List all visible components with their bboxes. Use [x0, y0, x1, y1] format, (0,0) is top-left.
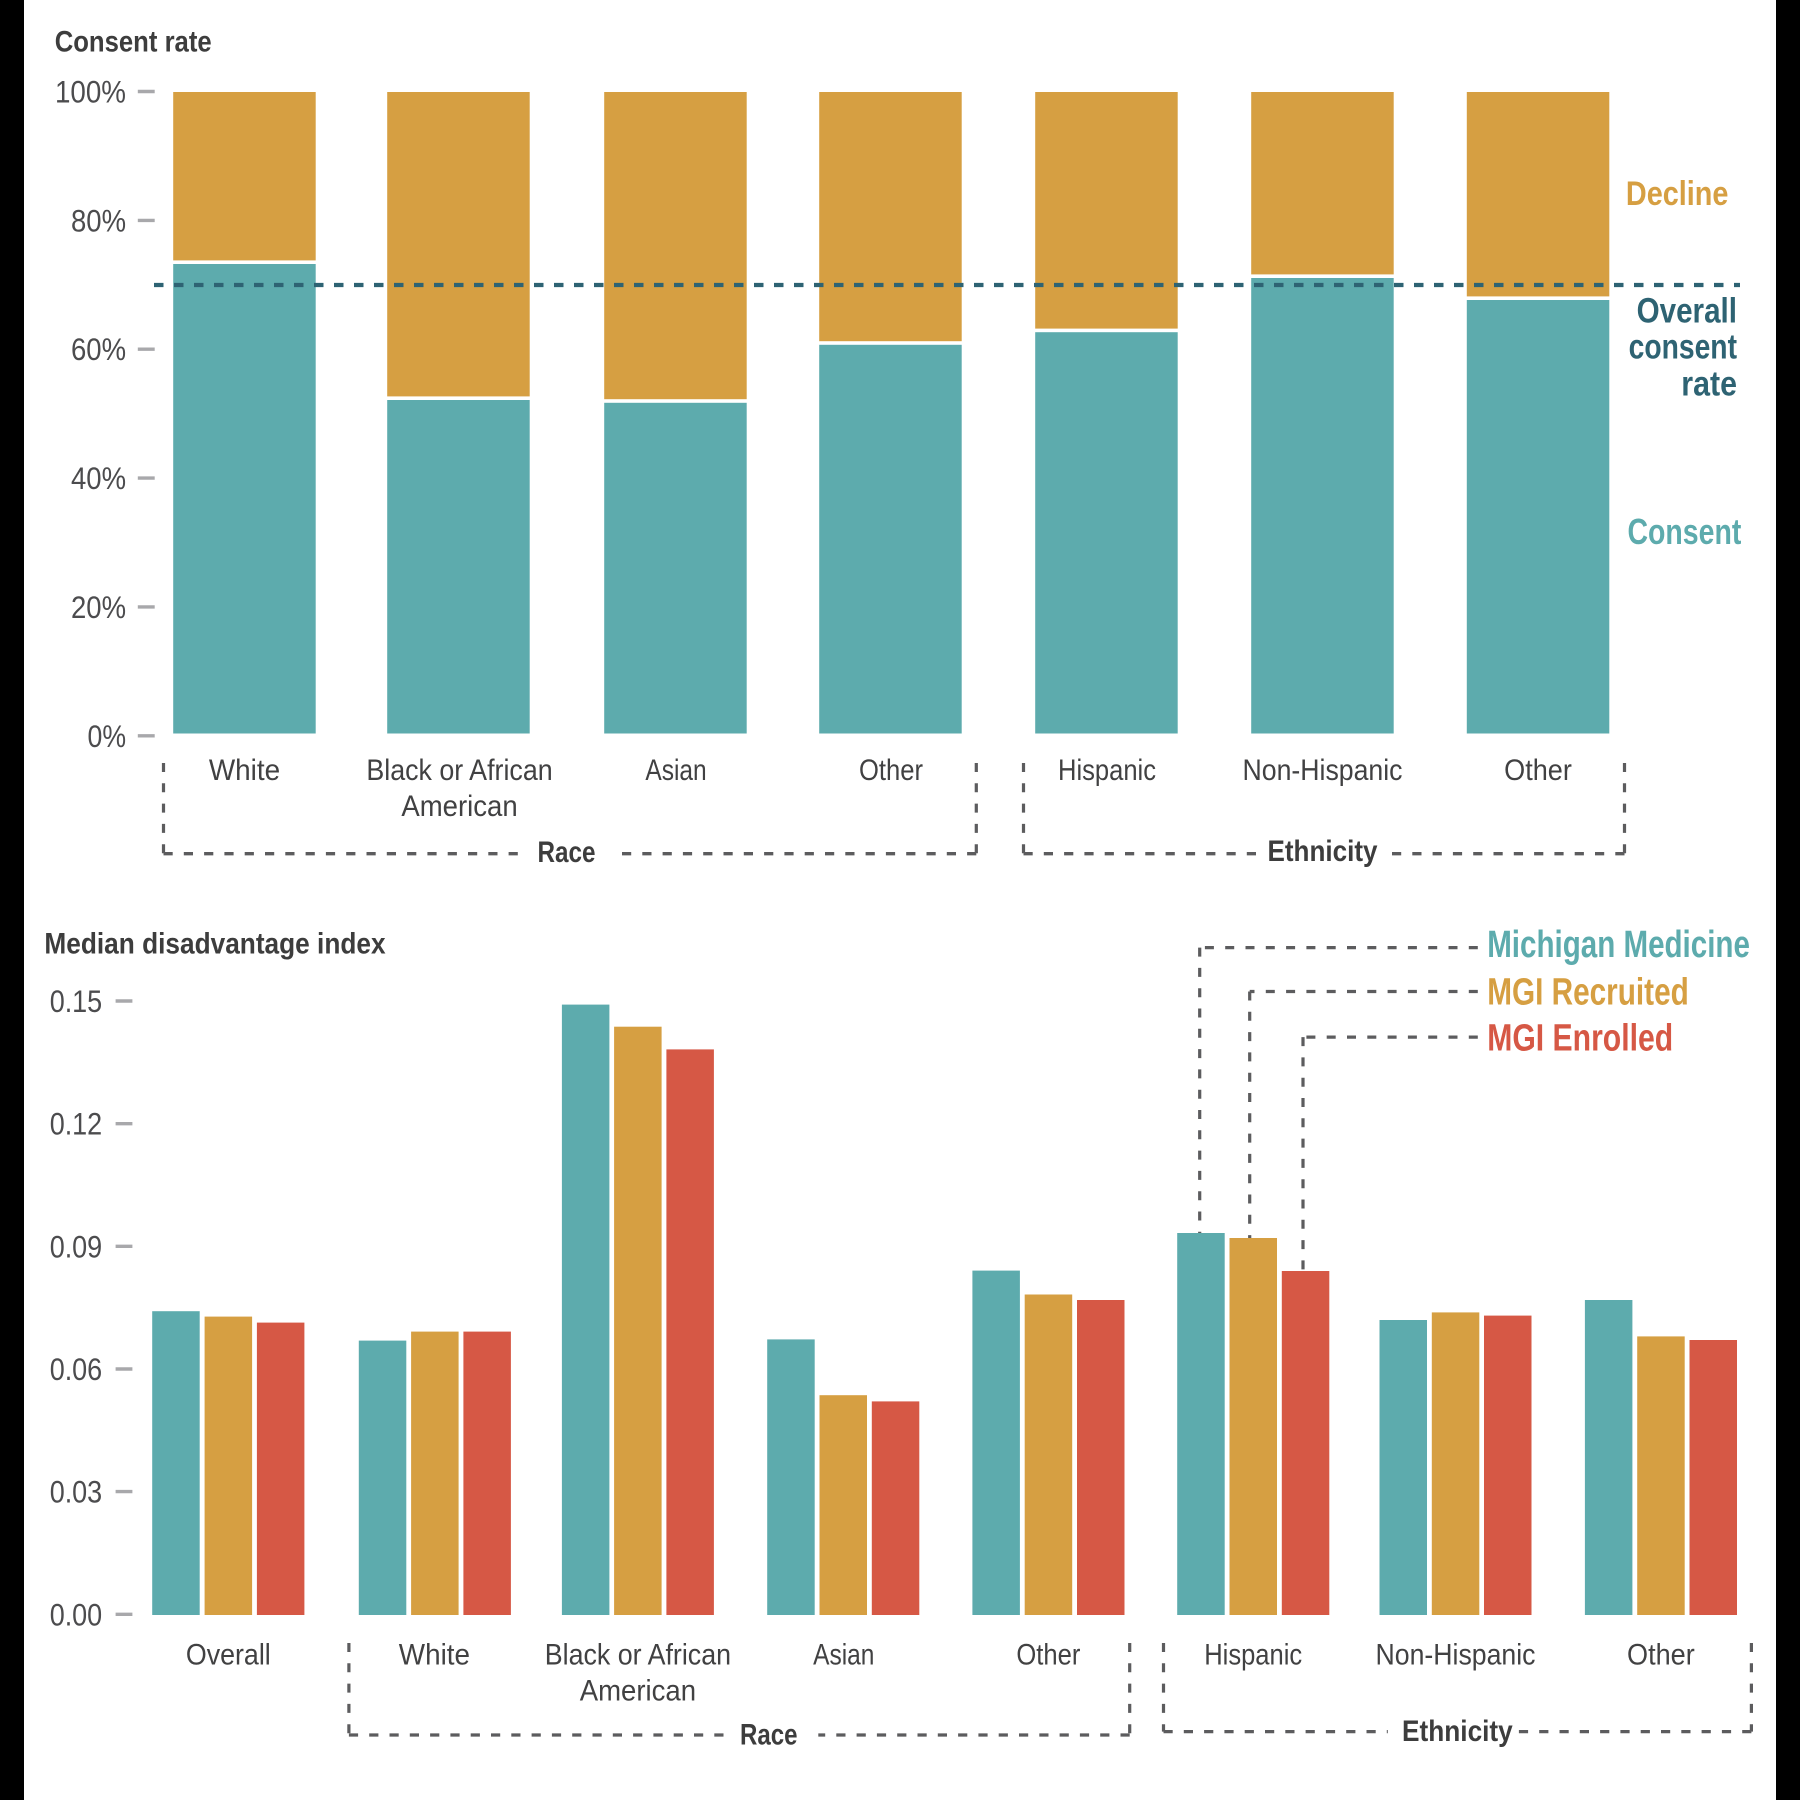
svg-text:20%: 20% — [71, 589, 126, 625]
svg-text:Michigan Medicine: Michigan Medicine — [1487, 924, 1750, 966]
svg-text:Other: Other — [1504, 754, 1572, 787]
svg-text:Non-Hispanic: Non-Hispanic — [1243, 754, 1403, 787]
svg-text:0.00: 0.00 — [50, 1596, 103, 1632]
svg-text:Ethnicity: Ethnicity — [1402, 1715, 1513, 1748]
svg-text:Overall: Overall — [186, 1638, 271, 1671]
svg-text:Median disadvantage index: Median disadvantage index — [44, 927, 385, 960]
svg-text:Non-Hispanic: Non-Hispanic — [1376, 1638, 1536, 1671]
svg-text:0.09: 0.09 — [50, 1228, 103, 1264]
svg-text:0.12: 0.12 — [50, 1106, 103, 1142]
svg-text:Overall: Overall — [1637, 292, 1737, 331]
svg-text:Consent rate: Consent rate — [55, 26, 212, 59]
svg-text:White: White — [209, 754, 280, 787]
svg-text:Race: Race — [740, 1719, 798, 1752]
svg-text:Other: Other — [859, 754, 923, 787]
svg-text:American: American — [401, 790, 517, 823]
svg-text:60%: 60% — [71, 331, 126, 367]
svg-text:American: American — [580, 1674, 696, 1707]
svg-text:Black or African: Black or African — [545, 1638, 731, 1671]
svg-text:Ethnicity: Ethnicity — [1268, 835, 1378, 868]
svg-text:Black or African: Black or African — [366, 754, 552, 787]
svg-text:0.03: 0.03 — [50, 1474, 103, 1510]
svg-text:rate: rate — [1681, 364, 1737, 403]
svg-text:Other: Other — [1016, 1638, 1080, 1671]
svg-text:40%: 40% — [71, 460, 126, 496]
svg-text:100%: 100% — [55, 74, 126, 110]
svg-text:Hispanic: Hispanic — [1058, 754, 1156, 787]
svg-text:80%: 80% — [71, 202, 126, 238]
svg-text:MGI Recruited: MGI Recruited — [1487, 971, 1689, 1013]
svg-text:Asian: Asian — [813, 1638, 874, 1671]
svg-text:0.15: 0.15 — [50, 983, 103, 1019]
svg-text:Decline: Decline — [1626, 175, 1729, 213]
svg-text:MGI Enrolled: MGI Enrolled — [1487, 1018, 1673, 1060]
svg-text:consent: consent — [1629, 328, 1738, 367]
svg-text:White: White — [399, 1638, 470, 1671]
svg-text:0.06: 0.06 — [50, 1351, 103, 1387]
svg-text:Asian: Asian — [645, 754, 706, 787]
svg-text:0%: 0% — [88, 718, 127, 754]
svg-text:Race: Race — [538, 836, 596, 869]
svg-text:Other: Other — [1627, 1638, 1695, 1671]
svg-text:Consent: Consent — [1628, 511, 1742, 552]
svg-text:Hispanic: Hispanic — [1204, 1638, 1302, 1671]
